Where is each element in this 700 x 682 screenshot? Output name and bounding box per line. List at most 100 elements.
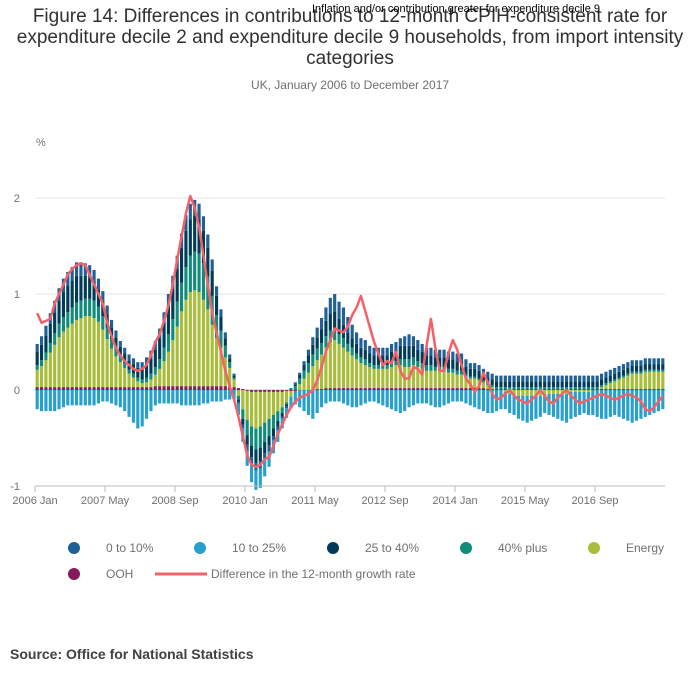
- bar-segment-p10: [184, 390, 188, 406]
- bar-segment-ooh: [648, 389, 652, 390]
- x-tick-label: 2016 Sep: [571, 495, 618, 507]
- bar-segment-p25: [368, 353, 372, 364]
- bar-segment-p10: [529, 395, 534, 421]
- bar-segment-energy: [529, 390, 534, 396]
- bar-segment-energy: [346, 351, 350, 389]
- bar-segment-p40: [53, 333, 57, 345]
- bar-segment-p0: [411, 336, 416, 346]
- bar-segment-p40: [267, 418, 271, 437]
- bar-segment-p25: [569, 381, 573, 388]
- bar-segment-p10: [586, 391, 591, 415]
- bar-segment-p10: [96, 390, 101, 404]
- bar-segment-energy: [341, 347, 346, 389]
- bar-segment-p25: [228, 358, 232, 363]
- bar-segment-p10: [88, 390, 92, 406]
- bar-segment-p10: [521, 395, 525, 421]
- bar-segment-p10: [123, 390, 127, 412]
- bar-segment-ooh: [105, 387, 109, 390]
- bar-segment-energy: [333, 340, 337, 389]
- bar-segment-ooh: [162, 386, 166, 390]
- bar-segment-ooh: [490, 389, 494, 390]
- bar-segment-p25: [656, 364, 661, 370]
- bar-segment-p40: [363, 359, 367, 366]
- bar-segment-energy: [35, 369, 39, 388]
- bar-segment-p25: [175, 269, 179, 302]
- bar-segment-p10: [451, 390, 455, 402]
- bar-segment-p40: [149, 373, 153, 380]
- bar-segment-p40: [245, 419, 249, 436]
- bar-segment-energy: [61, 331, 66, 388]
- bar-segment-energy: [451, 372, 455, 389]
- bar-segment-ooh: [333, 388, 337, 390]
- bar-segment-energy: [140, 383, 144, 388]
- bar-segment-p40: [280, 407, 284, 414]
- bar-segment-p0: [442, 349, 446, 358]
- bar-segment-p40: [136, 377, 140, 382]
- bar-segment-ooh: [136, 387, 140, 390]
- bar-segment-p0: [468, 363, 472, 369]
- bar-segment-energy: [175, 326, 179, 387]
- bar-segment-ooh: [315, 389, 319, 390]
- bar-segment-ooh: [153, 386, 157, 390]
- bar-segment-p25: [494, 381, 499, 388]
- bar-segment-ooh: [280, 390, 284, 392]
- bar-segment-p0: [223, 332, 227, 339]
- bar-segment-p10: [468, 390, 472, 406]
- bar-segment-ooh: [197, 386, 201, 390]
- bar-segment-energy: [486, 385, 490, 390]
- bar-segment-p25: [324, 320, 328, 337]
- bar-segment-ooh: [582, 389, 586, 390]
- bar-segment-p10: [53, 390, 57, 412]
- bar-segment-ooh: [451, 388, 455, 390]
- bar-segment-p10: [66, 390, 70, 406]
- bar-segment-ooh: [363, 388, 367, 390]
- bar-segment-p40: [350, 347, 354, 356]
- bar-segment-p0: [101, 291, 105, 301]
- bar-segment-p10: [328, 390, 332, 402]
- bar-segment-p25: [543, 381, 547, 388]
- bar-segment-p25: [433, 357, 437, 367]
- bar-segment-p40: [153, 366, 157, 375]
- bar-segment-p40: [302, 370, 306, 379]
- bar-segment-p40: [586, 387, 591, 390]
- y-tick-label: -1: [10, 481, 20, 493]
- bar-segment-p0: [319, 318, 324, 330]
- bar-segment-energy: [438, 370, 442, 389]
- bar-segment-energy: [127, 373, 131, 388]
- bar-segment-p40: [407, 359, 411, 367]
- bar-segment-p25: [661, 364, 665, 370]
- bar-segment-p10: [350, 390, 354, 408]
- bar-segment-p10: [438, 390, 442, 408]
- legend-swatch: [588, 542, 600, 554]
- bar-segment-p10: [499, 390, 503, 410]
- bar-segment-p10: [381, 390, 385, 406]
- bar-segment-energy: [573, 390, 577, 392]
- bar-segment-p40: [333, 328, 337, 341]
- bar-segment-p10: [368, 390, 372, 402]
- bar-segment-p40: [411, 357, 416, 366]
- bar-segment-p25: [639, 366, 643, 372]
- bar-segment-ooh: [188, 386, 192, 390]
- bar-segment-ooh: [547, 389, 551, 390]
- bar-segment-p10: [433, 390, 437, 408]
- bar-segment-ooh: [634, 389, 639, 390]
- bar-segment-energy: [556, 390, 560, 394]
- bar-segment-ooh: [416, 388, 420, 390]
- bar-segment-p25: [171, 288, 175, 319]
- bar-segment-ooh: [543, 389, 547, 390]
- bar-segment-p40: [608, 381, 612, 384]
- bar-segment-p0: [385, 347, 389, 356]
- bar-segment-p10: [197, 390, 201, 406]
- bar-segment-p25: [61, 292, 66, 318]
- legend-label: 40% plus: [498, 541, 547, 555]
- bar-segment-p40: [171, 318, 175, 341]
- bar-segment-ooh: [398, 388, 402, 390]
- bar-segment-energy: [424, 370, 429, 389]
- bar-segment-p40: [276, 411, 280, 421]
- bar-segment-p10: [346, 390, 350, 406]
- bar-segment-ooh: [83, 387, 87, 390]
- bar-segment-p0: [473, 363, 477, 369]
- bar-segment-ooh: [127, 387, 131, 390]
- bar-segment-p40: [197, 253, 201, 293]
- bar-segment-p10: [188, 390, 192, 406]
